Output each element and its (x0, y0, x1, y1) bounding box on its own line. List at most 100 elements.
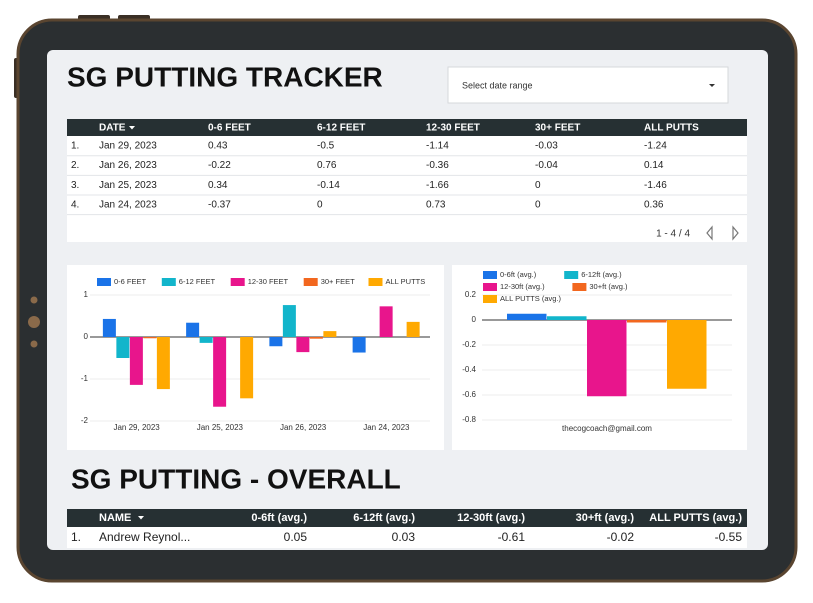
table-cell: -0.14 (317, 180, 340, 191)
bar (116, 337, 130, 358)
legend-label: ALL PUTTS (386, 277, 426, 286)
row-number: 1. (71, 141, 79, 152)
y-tick-label: -1 (81, 374, 89, 383)
table-cell: -0.03 (535, 141, 558, 152)
bar (667, 320, 707, 389)
table-cell: Jan 26, 2023 (99, 160, 157, 171)
legend-swatch (97, 278, 111, 286)
bar (323, 331, 337, 337)
table-cell: -0.36 (426, 160, 449, 171)
y-tick-label: -0.4 (462, 365, 476, 374)
y-tick-label: -2 (81, 416, 89, 425)
next-page[interactable] (732, 225, 739, 241)
legend-swatch (230, 278, 245, 286)
frame-dot (30, 340, 38, 348)
table-cell: 0.34 (208, 180, 228, 191)
column-header: ALL PUTTS (avg.) (649, 512, 742, 524)
column-header: 30+ FEET (535, 123, 580, 134)
column-header: 30+ft (avg.) (576, 512, 635, 524)
bar (587, 320, 627, 397)
date-picker-label: Select date range (462, 80, 533, 90)
bar (296, 337, 310, 353)
bar (269, 337, 283, 347)
table-cell: -0.22 (208, 160, 231, 171)
legend-label: 6-12ft (avg.) (581, 270, 622, 279)
row-number: 2. (71, 160, 79, 171)
y-tick-label: 0 (84, 332, 89, 341)
date-picker[interactable] (447, 66, 729, 104)
bar (186, 322, 200, 337)
legend-swatch (161, 278, 176, 286)
page-title: SG PUTTING TRACKER (67, 61, 383, 92)
y-tick-label: 1 (84, 290, 89, 299)
column-header: NAME (99, 512, 131, 524)
row-number: 4. (71, 199, 79, 210)
legend-swatch (572, 283, 587, 291)
legend-label: 30+ FEET (321, 277, 355, 286)
table-cell: -0.61 (498, 530, 526, 544)
bar (627, 320, 667, 323)
table-header (67, 509, 747, 527)
sort-icon[interactable] (129, 126, 135, 130)
table-cell: -1.66 (426, 180, 449, 191)
column-header: 0-6 FEET (208, 123, 251, 134)
table-cell: Jan 25, 2023 (99, 180, 157, 191)
table-cell: 0.76 (317, 160, 337, 171)
row-number: 3. (71, 180, 79, 191)
column-header: 12-30ft (avg.) (457, 512, 525, 524)
column-header: 0-6ft (avg.) (251, 512, 307, 524)
bar (102, 318, 116, 337)
table-cell: 0.36 (644, 199, 664, 210)
bar (199, 337, 213, 343)
table-header (67, 119, 747, 136)
bar (156, 337, 170, 390)
table-cell: -0.55 (715, 530, 743, 544)
x-tick-label: Jan 29, 2023 (113, 423, 160, 432)
table-cell: -1.14 (426, 141, 449, 152)
chart-panel (67, 265, 444, 450)
legend-swatch (483, 283, 497, 291)
legend-label: 12-30 FEET (248, 277, 289, 286)
table-body (67, 527, 747, 548)
legend-label: 30+ft (avg.) (589, 282, 628, 291)
bar (352, 337, 366, 353)
prev-page[interactable] (706, 225, 713, 241)
sort-icon[interactable] (138, 516, 144, 520)
y-tick-label: 0.2 (465, 290, 477, 299)
y-tick-label: -0.2 (462, 340, 476, 349)
y-tick-label: -0.6 (462, 390, 476, 399)
bar (547, 316, 587, 320)
legend-swatch (564, 271, 579, 279)
table-cell: -0.37 (208, 199, 231, 210)
bar (143, 337, 157, 339)
legend-swatch (303, 278, 318, 286)
column-header: 6-12ft (avg.) (353, 512, 415, 524)
bar (129, 337, 143, 385)
bar (282, 305, 296, 337)
table-cell: 0 (535, 199, 541, 210)
bar (309, 337, 323, 339)
pagination: 1 - 4 / 4 (656, 229, 690, 240)
x-tick-label: Jan 24, 2023 (363, 423, 410, 432)
legend-label: ALL PUTTS (avg.) (500, 294, 561, 303)
legend-swatch (483, 295, 497, 303)
table-cell: 0.03 (392, 530, 416, 544)
x-tick-label: Jan 26, 2023 (280, 423, 327, 432)
bar (406, 321, 420, 337)
frame-dot (30, 296, 38, 304)
legend-swatch (368, 278, 383, 286)
column-header: DATE (99, 123, 126, 134)
frame-camera (28, 316, 40, 328)
row-number: 1. (71, 530, 81, 544)
table-cell: 0.14 (644, 160, 664, 171)
bar (213, 337, 227, 407)
table-cell: -1.24 (644, 141, 667, 152)
y-tick-label: -0.8 (462, 415, 476, 424)
table-cell: -1.46 (644, 180, 667, 191)
table-cell: 0.05 (284, 530, 308, 544)
table-cell: 0.43 (208, 141, 228, 152)
legend-label: 12-30ft (avg.) (500, 282, 545, 291)
legend-label: 0-6ft (avg.) (500, 270, 537, 279)
table-cell: Jan 24, 2023 (99, 199, 157, 210)
